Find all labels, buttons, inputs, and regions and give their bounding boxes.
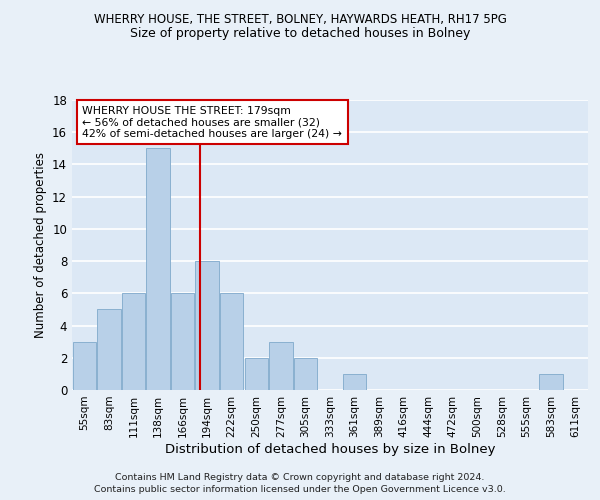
- Bar: [245, 358, 268, 390]
- Bar: [196, 261, 219, 390]
- Text: Contains HM Land Registry data © Crown copyright and database right 2024.: Contains HM Land Registry data © Crown c…: [115, 472, 485, 482]
- Bar: [220, 294, 244, 390]
- Text: Size of property relative to detached houses in Bolney: Size of property relative to detached ho…: [130, 28, 470, 40]
- Bar: [269, 342, 293, 390]
- Y-axis label: Number of detached properties: Number of detached properties: [34, 152, 47, 338]
- Text: WHERRY HOUSE, THE STREET, BOLNEY, HAYWARDS HEATH, RH17 5PG: WHERRY HOUSE, THE STREET, BOLNEY, HAYWAR…: [94, 12, 506, 26]
- Bar: [122, 294, 145, 390]
- Text: Contains public sector information licensed under the Open Government Licence v3: Contains public sector information licen…: [94, 485, 506, 494]
- Bar: [97, 310, 121, 390]
- Bar: [343, 374, 366, 390]
- Bar: [73, 342, 96, 390]
- Text: Distribution of detached houses by size in Bolney: Distribution of detached houses by size …: [165, 442, 495, 456]
- Bar: [171, 294, 194, 390]
- Text: WHERRY HOUSE THE STREET: 179sqm
← 56% of detached houses are smaller (32)
42% of: WHERRY HOUSE THE STREET: 179sqm ← 56% of…: [82, 106, 342, 139]
- Bar: [146, 148, 170, 390]
- Bar: [539, 374, 563, 390]
- Bar: [294, 358, 317, 390]
